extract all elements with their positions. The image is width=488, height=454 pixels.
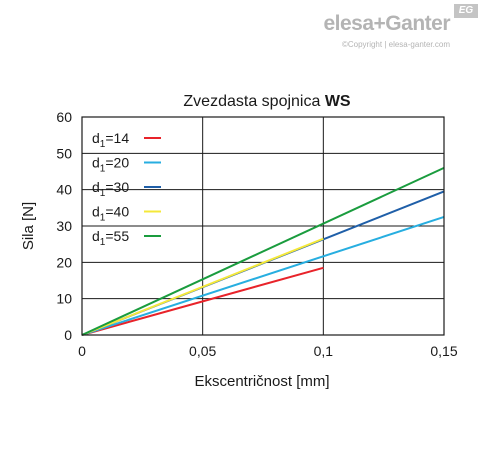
brand-badge-icon: EG [454, 4, 478, 18]
legend: d1=14 d1=20 d1=30 d1=40 d1=55 [92, 130, 161, 248]
series-group [81, 166, 445, 336]
y-tick-label: 40 [56, 182, 72, 198]
series-line-5 [81, 166, 445, 336]
y-tick-label: 10 [56, 291, 72, 307]
y-tick-label: 30 [56, 218, 72, 234]
y-tick-label: 0 [64, 327, 72, 343]
legend-label: d1=30 [92, 179, 129, 199]
chart-title-regular: Zvezdasta spojnica [183, 93, 324, 110]
plot-frame [81, 116, 445, 336]
grid [82, 117, 444, 335]
y-tick-label: 50 [56, 145, 72, 161]
series-line-4 [81, 237, 324, 336]
y-tick-label: 60 [56, 109, 72, 125]
brand-logo: elesa+Ganter [323, 12, 450, 35]
y-tick-labels: 0 10 20 30 40 50 60 [56, 109, 72, 343]
y-axis-label: Sila [N] [20, 202, 37, 250]
brand-header: elesa+Ganter EG ©Copyright | elesa-gante… [298, 4, 478, 50]
chart-title: Zvezdasta spojnica WS [183, 93, 351, 110]
legend-label: d1=14 [92, 130, 129, 150]
legend-label: d1=40 [92, 204, 129, 224]
x-tick-labels: 0 0,05 0,1 0,15 [78, 343, 458, 359]
series-line-2 [81, 215, 445, 336]
x-tick-label: 0,1 [314, 343, 334, 359]
x-tick-label: 0 [78, 343, 86, 359]
x-axis-label: Ekscentričnost [mm] [194, 373, 329, 390]
x-tick-label: 0,15 [430, 343, 457, 359]
y-tick-label: 20 [56, 254, 72, 270]
brand-copyright: ©Copyright | elesa-ganter.com [341, 40, 450, 49]
x-tick-label: 0,05 [189, 343, 216, 359]
chart-title-bold: WS [325, 93, 351, 110]
legend-label: d1=20 [92, 155, 129, 175]
series-line-1 [81, 266, 324, 336]
legend-label: d1=55 [92, 228, 129, 248]
